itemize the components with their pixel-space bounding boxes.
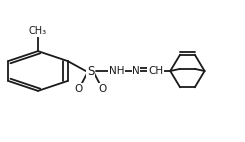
- Text: O: O: [99, 84, 107, 94]
- Text: NH: NH: [109, 66, 124, 76]
- Text: S: S: [87, 64, 94, 78]
- Text: N: N: [132, 66, 140, 76]
- Text: O: O: [74, 84, 83, 94]
- Text: CH₃: CH₃: [29, 26, 47, 36]
- Text: CH: CH: [148, 66, 163, 76]
